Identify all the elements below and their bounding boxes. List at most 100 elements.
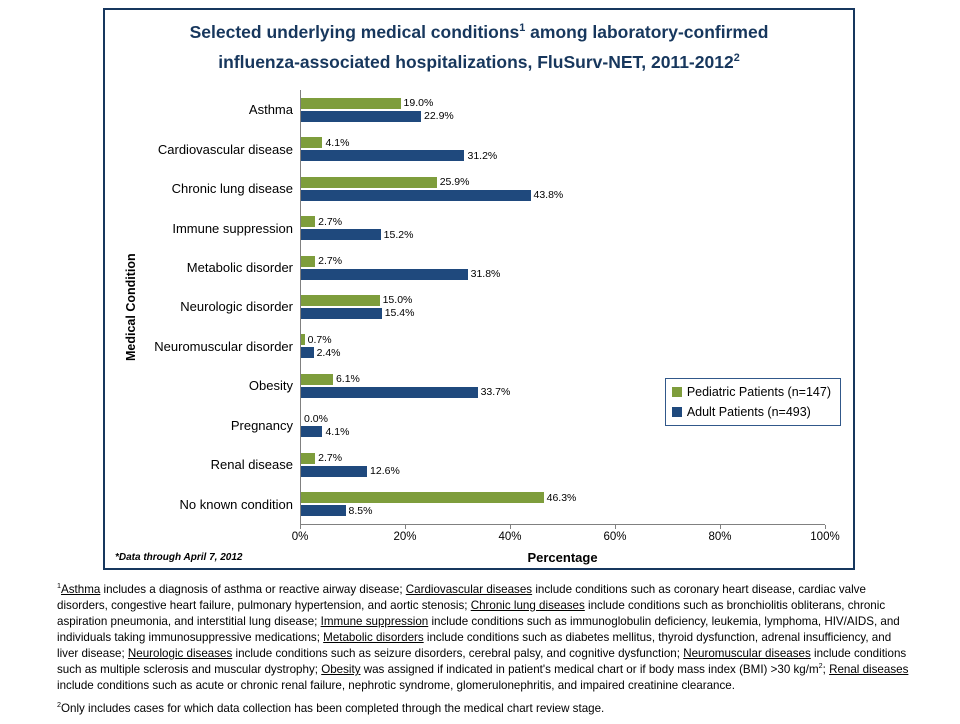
chart-title: Selected underlying medical conditions1 … xyxy=(189,22,769,72)
x-tick-label: 40% xyxy=(498,531,522,543)
bar-adult xyxy=(301,347,314,359)
bar-value-label: 4.1% xyxy=(325,136,350,149)
bar-pediatric xyxy=(301,255,316,267)
legend: Pediatric Patients (n=147) Adult Patients… xyxy=(664,378,841,426)
category-label: Chronic lung disease xyxy=(171,181,293,197)
category-row: Pregnancy 0.0% 4.1% xyxy=(117,405,825,446)
bar-pediatric xyxy=(301,294,380,306)
category-row: Renal disease 2.7% 12.6% xyxy=(117,445,825,485)
bar-adult xyxy=(301,229,381,241)
bar-value-label: 46.3% xyxy=(546,491,577,504)
bar-value-label: 12.6% xyxy=(370,465,400,478)
category-row: Cardiovascular disease 4.1% 31.2% xyxy=(117,129,825,169)
bar-pediatric xyxy=(301,216,316,228)
chart-panel: Selected underlying medical conditions1 … xyxy=(103,8,855,570)
bar-value-label: 2.4% xyxy=(316,346,341,359)
bar-value-label: 2.7% xyxy=(318,255,343,268)
category-row: No known condition 46.3% 8.5% xyxy=(117,484,825,524)
bar-pediatric xyxy=(301,373,333,385)
bar-value-label: 19.0% xyxy=(403,97,434,110)
category-label: No known condition xyxy=(179,496,293,512)
bar-pediatric xyxy=(301,492,544,504)
bar-value-label: 0.7% xyxy=(307,333,332,346)
bar-adult xyxy=(301,465,368,477)
bar-value-label: 22.9% xyxy=(423,110,454,123)
category-bars: 2.7% 12.6% xyxy=(300,445,825,485)
category-label: Neuromuscular disorder xyxy=(154,338,293,354)
category-label: Asthma xyxy=(248,102,293,118)
category-row: Neurologic disorder 15.0% 15.4% xyxy=(117,287,825,327)
x-tick-mark xyxy=(510,525,511,529)
bar-value-label: 33.7% xyxy=(480,386,511,399)
bar-pediatric xyxy=(301,334,305,346)
x-tick-label: 60% xyxy=(603,531,627,543)
legend-swatch xyxy=(671,407,682,417)
bar-adult xyxy=(301,189,531,201)
bar-adult xyxy=(301,505,346,517)
category-bars: 0.7% 2.4% xyxy=(300,326,825,367)
category-row: Obesity 6.1% 33.7% xyxy=(117,366,825,406)
x-tick-label: 0% xyxy=(291,531,309,543)
category-label: Immune suppression xyxy=(172,220,293,236)
legend-swatch xyxy=(671,387,682,397)
x-tick-mark xyxy=(615,525,616,529)
bar-value-label: 4.1% xyxy=(325,425,350,438)
footnote-1: 1Asthma includes a diagnosis of asthma o… xyxy=(57,581,909,692)
footnotes: 1Asthma includes a diagnosis of asthma o… xyxy=(57,582,909,724)
x-tick-mark xyxy=(405,525,406,529)
bar-pediatric xyxy=(301,137,323,149)
bar-value-label: 6.1% xyxy=(335,373,360,386)
chart-data-note: *Data through April 7, 2012 xyxy=(115,552,243,563)
category-bars: 46.3% 8.5% xyxy=(300,484,825,524)
legend-label: Adult Patients (n=493) xyxy=(686,405,811,419)
category-bars: 4.1% 31.2% xyxy=(300,129,825,169)
x-axis: Percentage 0% 20% 40% 60% 80% 100% xyxy=(292,524,840,570)
x-tick-label: 20% xyxy=(393,531,417,543)
bar-value-label: 2.7% xyxy=(318,452,343,465)
bar-value-label: 43.8% xyxy=(533,189,564,202)
x-tick-mark xyxy=(300,525,301,529)
x-axis-title: Percentage xyxy=(527,550,598,565)
x-tick-mark xyxy=(720,525,721,529)
bar-value-label: 2.7% xyxy=(318,215,343,228)
category-bars: 2.7% 15.2% xyxy=(300,208,825,248)
bar-value-label: 8.5% xyxy=(348,504,373,517)
bar-adult xyxy=(301,307,382,319)
bar-adult xyxy=(301,110,421,122)
bar-value-label: 31.2% xyxy=(467,149,498,162)
plot-area: Asthma 19.0% 22.9% Cardiovascular disease 4.… xyxy=(117,90,825,524)
legend-label: Pediatric Patients (n=147) xyxy=(686,385,831,399)
category-label: Pregnancy xyxy=(230,417,293,433)
bar-pediatric xyxy=(301,176,437,188)
bar-value-label: 15.4% xyxy=(384,307,415,320)
bar-value-label: 15.2% xyxy=(383,228,414,241)
category-bars: 2.7% 31.8% xyxy=(300,247,825,288)
category-label: Metabolic disorder xyxy=(186,260,293,276)
legend-item: Adult Patients (n=493) xyxy=(671,405,831,419)
category-row: Metabolic disorder 2.7% 31.8% xyxy=(117,247,825,288)
category-label: Cardiovascular disease xyxy=(157,141,293,157)
category-bars: 15.0% 15.4% xyxy=(300,287,825,327)
bar-adult xyxy=(301,150,465,162)
category-row: Neuromuscular disorder 0.7% 2.4% xyxy=(117,326,825,367)
category-row: Asthma 19.0% 22.9% xyxy=(117,90,825,130)
legend-item: Pediatric Patients (n=147) xyxy=(671,385,831,399)
category-bars: 25.9% 43.8% xyxy=(300,168,825,209)
bar-value-label: 25.9% xyxy=(439,176,470,189)
category-label: Obesity xyxy=(248,378,293,394)
category-row: Chronic lung disease 25.9% 43.8% xyxy=(117,168,825,209)
bar-adult xyxy=(301,426,323,438)
category-bars: 19.0% 22.9% xyxy=(300,90,825,130)
bar-adult xyxy=(301,268,468,280)
bar-pediatric xyxy=(301,97,401,109)
bar-pediatric xyxy=(301,452,316,464)
category-row: Immune suppression 2.7% 15.2% xyxy=(117,208,825,248)
bar-value-label: 15.0% xyxy=(382,294,413,307)
category-label: Renal disease xyxy=(210,457,293,473)
bar-adult xyxy=(301,386,478,398)
category-bars: 6.1% 33.7% xyxy=(300,366,825,406)
category-bars: 0.0% 4.1% xyxy=(300,405,825,446)
bar-value-label: 0.0% xyxy=(304,412,328,425)
category-label: Neurologic disorder xyxy=(180,299,293,315)
x-tick-label: 80% xyxy=(708,531,732,543)
